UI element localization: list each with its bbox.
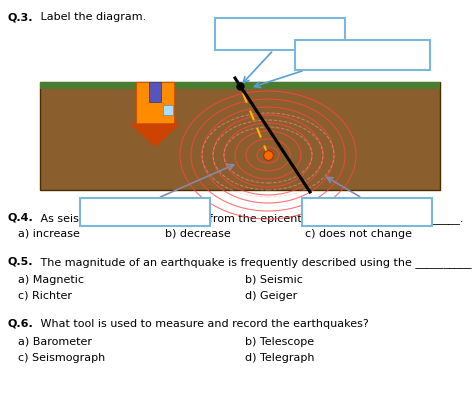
Polygon shape — [131, 124, 179, 146]
FancyBboxPatch shape — [80, 198, 210, 226]
Bar — [40, 82, 440, 89]
Text: b) decrease: b) decrease — [165, 229, 231, 239]
Text: c) Seismograph: c) Seismograph — [18, 353, 105, 363]
Bar — [163, 105, 173, 115]
Text: d) Telegraph: d) Telegraph — [245, 353, 315, 363]
FancyBboxPatch shape — [302, 198, 432, 226]
Text: a) Barometer: a) Barometer — [18, 337, 92, 347]
Text: c) does not change: c) does not change — [305, 229, 412, 239]
Bar — [136, 82, 174, 124]
Text: d) Geiger: d) Geiger — [245, 291, 297, 301]
Text: b) Telescope: b) Telescope — [245, 337, 314, 347]
Text: c) Richter: c) Richter — [18, 291, 72, 301]
Text: What tool is used to measure and record the earthquakes?: What tool is used to measure and record … — [37, 319, 369, 329]
Text: The magnitude of an earthquake is frequently described using the __________ scal: The magnitude of an earthquake is freque… — [37, 257, 474, 268]
Text: Q.3.: Q.3. — [8, 12, 34, 22]
Text: b) Seismic: b) Seismic — [245, 275, 303, 285]
Text: Q.6.: Q.6. — [8, 319, 34, 329]
Text: Q.4.: Q.4. — [8, 213, 34, 223]
Bar — [149, 82, 161, 102]
Text: Q.5.: Q.5. — [8, 257, 34, 267]
FancyBboxPatch shape — [215, 18, 345, 50]
Text: a) Magnetic: a) Magnetic — [18, 275, 84, 285]
Bar — [40, 82, 440, 190]
Text: a) increase: a) increase — [18, 229, 80, 239]
FancyBboxPatch shape — [295, 40, 430, 70]
Text: As seismic waves move away from the epicenter, their energy ____________.: As seismic waves move away from the epic… — [37, 213, 464, 224]
Text: Label the diagram.: Label the diagram. — [37, 12, 146, 22]
